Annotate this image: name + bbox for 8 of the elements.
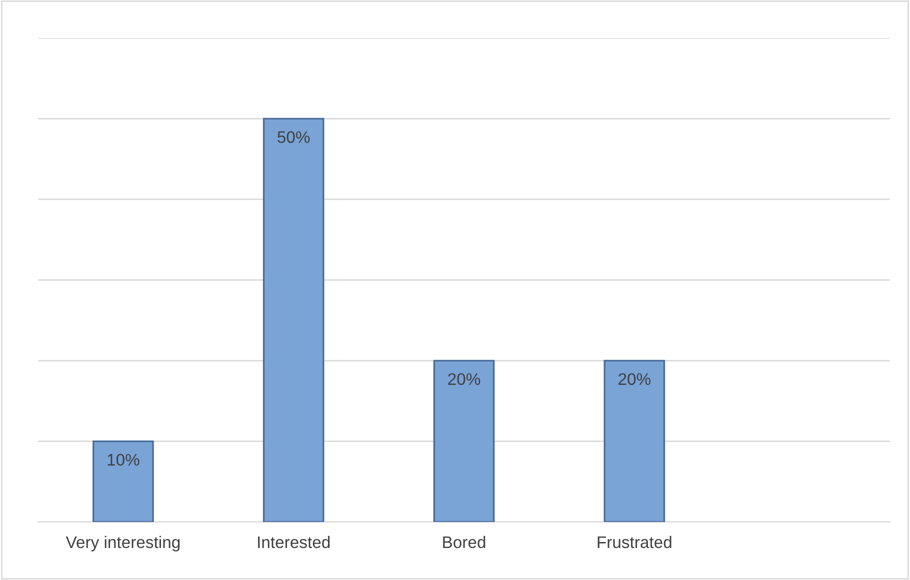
data-label: 20% [618,373,650,386]
data-label: 50% [278,131,310,144]
x-tick-label: Frustrated [598,536,672,548]
x-tick-label: Bored [443,536,486,548]
data-label: 10% [108,454,140,466]
x-tick-label: Interested [258,536,330,548]
data-label: 20% [448,373,480,386]
x-tick-label: Very interesting [66,536,180,552]
